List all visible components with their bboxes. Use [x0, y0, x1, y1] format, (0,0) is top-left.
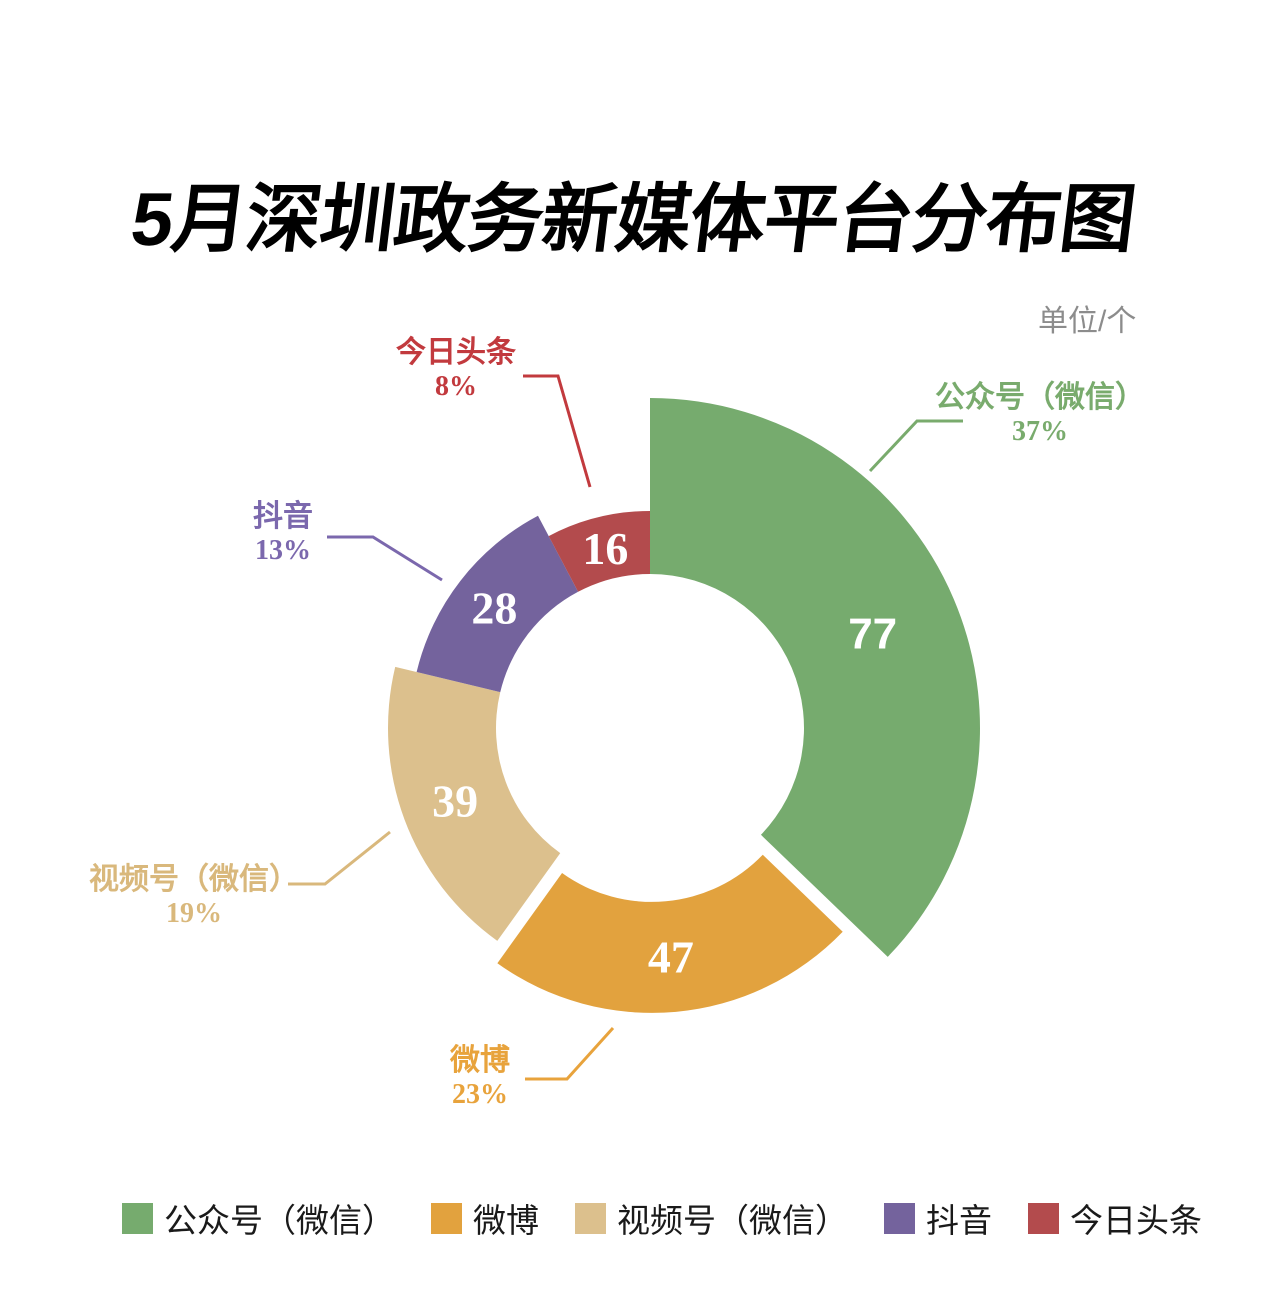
callout-weibo-name: 微博: [450, 1044, 510, 1077]
legend-label-toutiao: 今日头条: [1070, 1204, 1202, 1240]
callout-toutiao-name: 今日头条: [396, 336, 516, 369]
leader-line-gongzhonghao: [868, 419, 963, 473]
legend-swatch-douyin: [884, 1202, 915, 1234]
slice-value-douyin: 28: [471, 582, 517, 633]
legend-item-shipinhao: 视频号（微信）: [575, 1194, 848, 1242]
slice-value-gongzhonghao: 77: [848, 610, 897, 659]
legend-label-weibo: 微博: [473, 1204, 539, 1240]
legend-label-douyin: 抖音: [926, 1204, 992, 1240]
leader-line-weibo: [525, 1026, 615, 1081]
unit-label: 单位/个: [1038, 305, 1137, 338]
callout-toutiao: 今日头条 8%: [331, 336, 581, 403]
legend-swatch-shipinhao: [575, 1202, 606, 1234]
legend-item-toutiao: 今日头条: [1028, 1194, 1202, 1242]
callout-toutiao-percent: 8%: [435, 370, 477, 402]
callout-douyin: 抖音 13%: [158, 500, 408, 567]
callout-shipinhao-name: 视频号（微信）: [89, 863, 299, 896]
callout-weibo: 微博 23%: [355, 1044, 605, 1111]
legend-swatch-toutiao: [1028, 1202, 1059, 1234]
slice-weibo: [497, 854, 843, 1013]
callout-gongzhonghao-name: 公众号（微信）: [935, 381, 1145, 414]
callout-gongzhonghao-percent: 37%: [1012, 415, 1068, 447]
slice-value-weibo: 47: [648, 932, 694, 983]
callout-weibo-percent: 23%: [452, 1078, 508, 1110]
legend-item-gongzhonghao: 公众号（微信）: [122, 1194, 395, 1242]
callout-douyin-percent: 13%: [255, 534, 311, 566]
callout-douyin-name: 抖音: [253, 500, 313, 533]
legend-label-shipinhao: 视频号（微信）: [617, 1204, 848, 1240]
slice-value-shipinhao: 39: [432, 776, 478, 827]
legend-swatch-gongzhonghao: [122, 1202, 153, 1234]
legend-label-gongzhonghao: 公众号（微信）: [164, 1204, 395, 1240]
leader-line-toutiao: [523, 374, 592, 488]
leader-line-douyin: [327, 535, 443, 582]
slice-douyin: [416, 515, 579, 693]
slice-toutiao: [548, 511, 650, 592]
slice-value-toutiao: 16: [582, 523, 628, 574]
callout-gongzhonghao: 公众号（微信） 37%: [890, 381, 1190, 448]
legend-swatch-weibo: [431, 1202, 462, 1234]
leader-line-shipinhao: [288, 830, 391, 886]
legend-item-weibo: 微博: [431, 1194, 539, 1242]
callout-shipinhao-percent: 19%: [166, 897, 222, 929]
legend-item-douyin: 抖音: [884, 1194, 992, 1242]
slice-gongzhonghao: [650, 398, 980, 957]
legend: 公众号（微信） 微博 视频号（微信） 抖音 今日头条: [122, 1194, 1202, 1242]
callout-shipinhao: 视频号（微信） 19%: [44, 863, 344, 930]
slice-shipinhao: [388, 666, 561, 941]
